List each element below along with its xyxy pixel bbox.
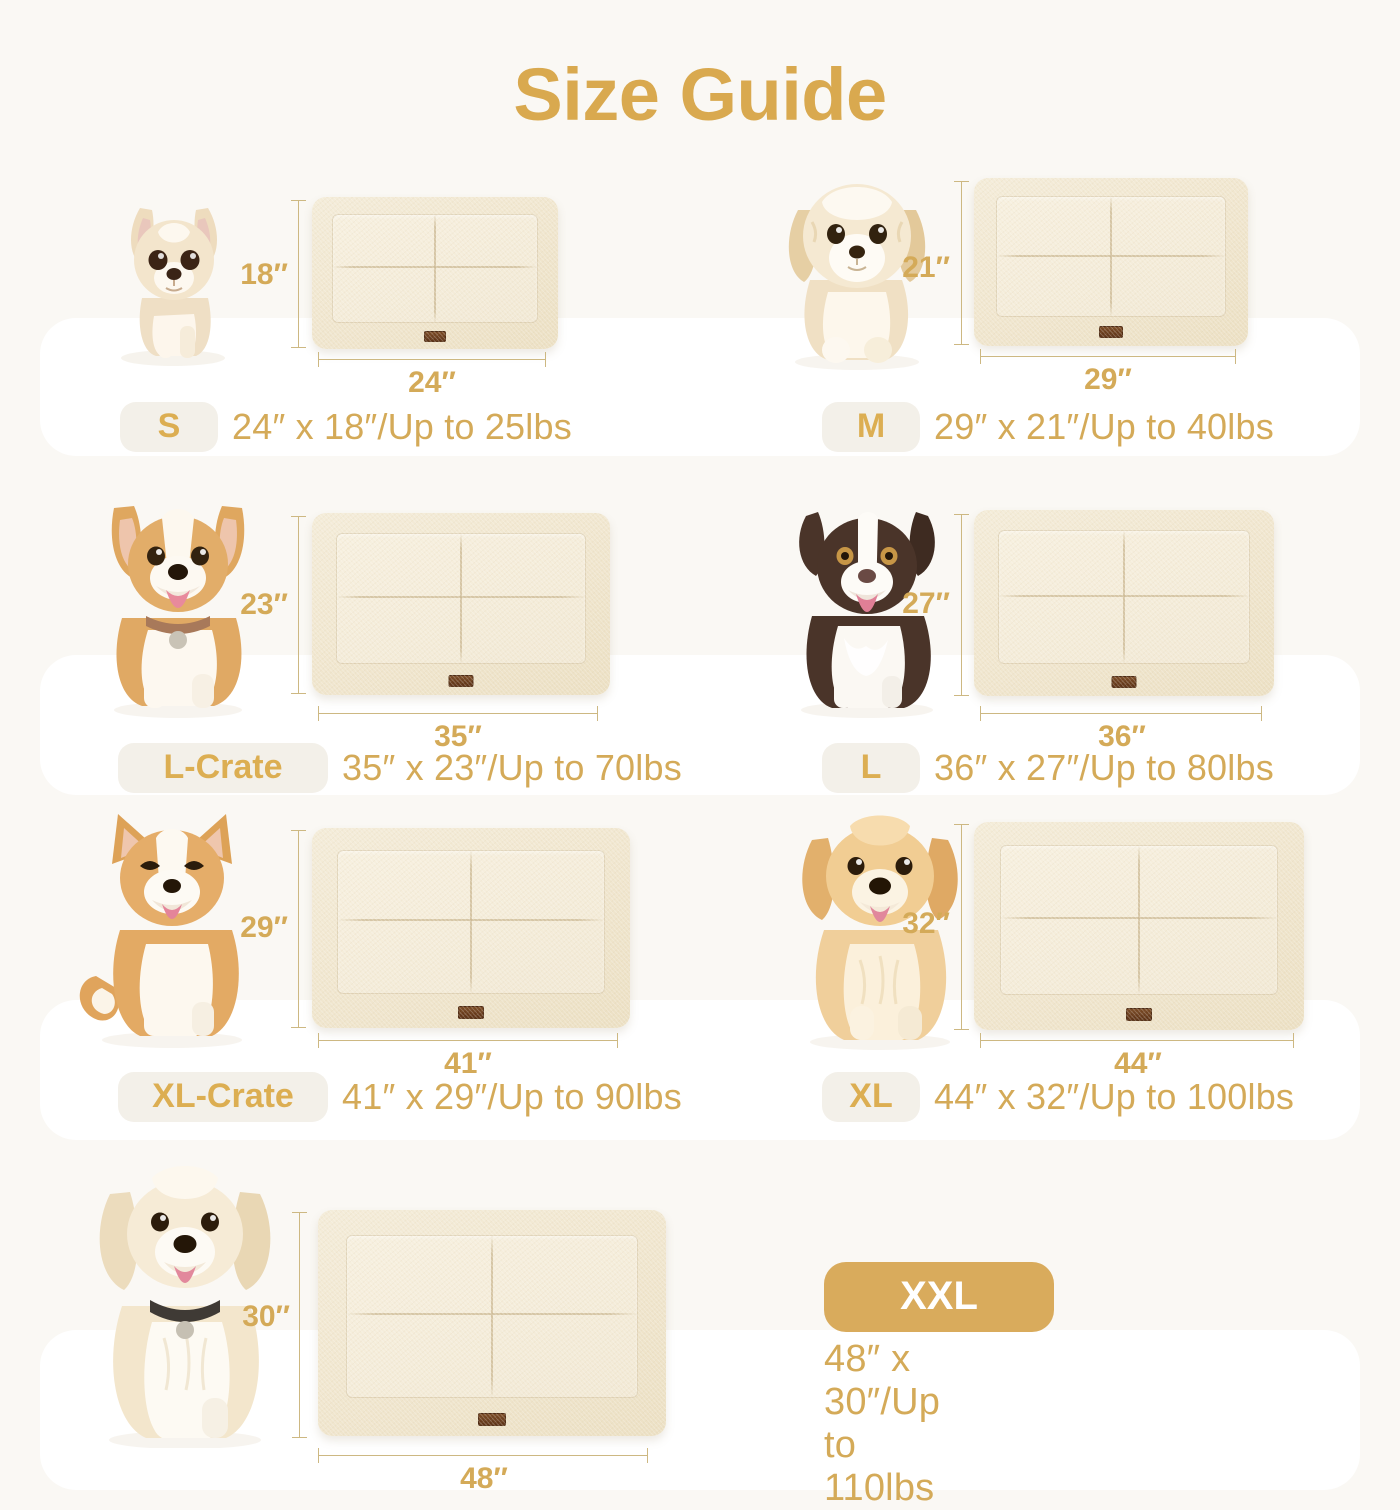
mat-quilt-xl [1000,844,1278,995]
dog-photo-border-collie [772,490,962,718]
dim-label-height-s: 18″ [240,258,288,291]
size-label-s: S 24″ x 18″/Up to 25lbs [120,402,572,452]
dim-label-height-xl: 32″ [902,907,950,940]
dog-photo-golden-retriever-white [80,1148,290,1448]
size-label-l-crate: L-Crate 35″ x 23″/Up to 70lbs [118,743,682,793]
size-badge-s: S [120,402,218,452]
size-badge-l: L [822,743,920,793]
mat-quilt-xl-crate [337,850,605,994]
mat-l [974,510,1274,696]
size-spec-l-crate: 35″ x 23″/Up to 70lbs [342,747,682,788]
dog-photo-maltipoo-puppy [762,162,952,370]
size-label-xl: XL 44″ x 32″/Up to 100lbs [822,1072,1294,1122]
dim-label-width-xl-crate: 41″ [444,1047,492,1080]
mat-brand-tag-m [1099,326,1123,339]
mat-brand-tag-s [424,331,446,343]
dim-label-height-l-crate: 23″ [240,588,288,621]
dim-line-width-xxl [318,1448,648,1463]
size-label-m: M 29″ x 21″/Up to 40lbs [822,402,1274,452]
dim-line-height-s [291,200,306,348]
size-badge-xl-crate: XL-Crate [118,1072,328,1122]
mat-s [312,197,558,349]
dim-label-height-m: 21″ [902,251,950,284]
size-spec-l: 36″ x 27″/Up to 80lbs [934,747,1274,788]
size-spec-s: 24″ x 18″/Up to 25lbs [232,406,572,447]
dim-line-width-l-crate [318,706,598,721]
dim-label-height-xl-crate: 29″ [240,911,288,944]
mat-brand-tag-xxl [478,1412,506,1426]
mat-xxl [318,1210,666,1436]
dim-line-height-xl [954,824,969,1030]
dim-label-width-xl: 44″ [1114,1047,1162,1080]
dim-label-width-l-crate: 35″ [434,720,482,753]
row-card-4 [40,1330,1360,1490]
mat-quilt-l [998,530,1250,665]
dim-label-width-xxl: 48″ [460,1462,508,1495]
mat-quilt-l-crate [335,533,587,665]
dim-line-width-m [980,349,1236,364]
mat-brand-tag-l [1111,675,1137,688]
mat-brand-tag-l-crate [448,674,474,687]
dog-photo-shiba-inu [72,798,272,1048]
mat-quilt-s [331,213,539,324]
size-badge-wrap-xxl: XXL [824,1262,1054,1332]
mat-brand-tag-xl-crate [458,1006,484,1019]
dim-line-width-s [318,352,546,367]
dim-line-height-l-crate [291,516,306,694]
size-label-xl-crate: XL-Crate 41″ x 29″/Up to 90lbs [118,1072,682,1122]
mat-brand-tag-xl [1126,1007,1152,1021]
mat-l-crate [312,513,610,695]
size-badge-xxl: XXL [824,1262,1054,1332]
dim-line-height-m [954,181,969,345]
dim-line-height-xxl [292,1212,307,1438]
dim-line-height-l [954,514,969,696]
size-badge-xl: XL [822,1072,920,1122]
dim-line-height-xl-crate [291,830,306,1028]
dim-label-height-l: 27″ [902,587,950,620]
size-badge-m: M [822,402,920,452]
mat-quilt-xxl [345,1234,639,1398]
dim-line-width-xl-crate [318,1033,618,1048]
dog-photo-corgi [88,490,268,718]
mat-xl [974,822,1304,1030]
dim-line-width-l [980,706,1262,721]
size-spec-m: 29″ x 21″/Up to 40lbs [934,406,1274,447]
dim-label-width-l: 36″ [1098,720,1146,753]
dim-label-height-xxl: 30″ [242,1300,290,1333]
mat-xl-crate [312,828,630,1028]
mat-m [974,178,1248,346]
page-title: Size Guide [513,53,887,136]
dog-photo-golden-retriever [780,800,980,1050]
dog-photo-chihuahua-puppy [98,186,248,366]
dim-label-width-s: 24″ [408,366,456,399]
mat-quilt-m [995,196,1227,318]
size-spec-xxl: 48″ x 30″/Up to 110lbs [824,1338,941,1509]
size-spec-xl-crate: 41″ x 29″/Up to 90lbs [342,1076,682,1117]
dim-label-width-m: 29″ [1084,363,1132,396]
size-label-l: L 36″ x 27″/Up to 80lbs [822,743,1274,793]
size-spec-xl: 44″ x 32″/Up to 100lbs [934,1076,1295,1117]
size-badge-l-crate: L-Crate [118,743,328,793]
dim-line-width-xl [980,1033,1294,1048]
